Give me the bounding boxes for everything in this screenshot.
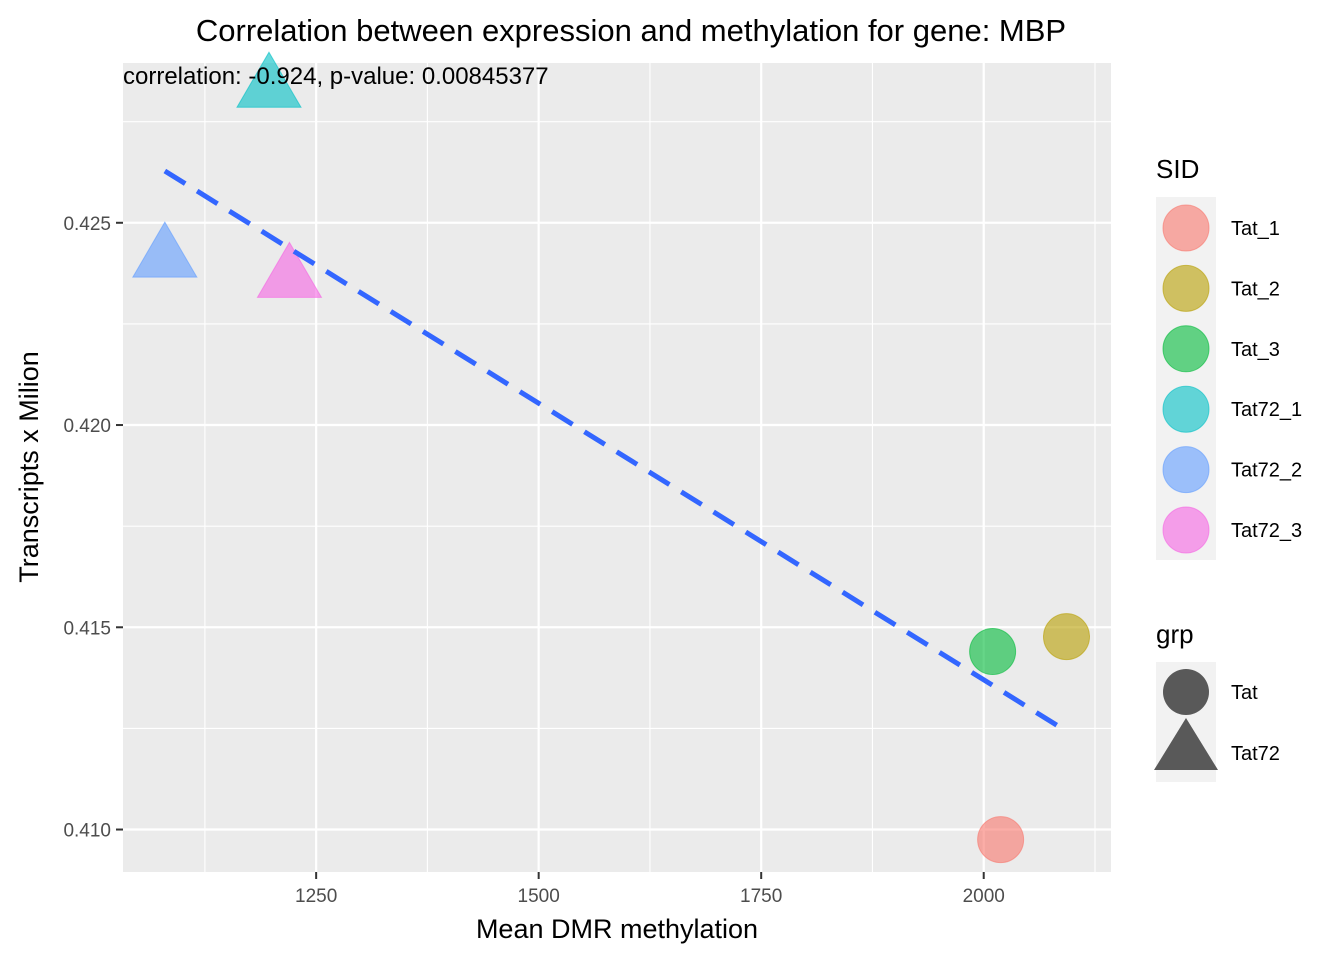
y-tick-label: 0.425 (63, 214, 111, 235)
data-point-tat72-3 (256, 241, 323, 298)
major-gridlines (123, 63, 1111, 872)
data-points (131, 51, 1090, 864)
data-point-tat-1 (977, 816, 1025, 864)
data-point-tat-2 (1042, 613, 1090, 661)
legend-title-sid: SID (1156, 154, 1199, 184)
data-point-tat-3 (969, 628, 1017, 676)
legend-key-tat72-2 (1162, 446, 1210, 494)
legend-key-background (1156, 197, 1216, 560)
x-axis-title: Mean DMR methylation (476, 914, 758, 944)
y-tick-label: 0.420 (63, 416, 111, 437)
legend-key-tat72-1 (1162, 385, 1210, 433)
legend-label-sid: Tat_2 (1231, 278, 1280, 300)
x-tick-label: 1250 (295, 886, 337, 907)
legend-title-grp: grp (1156, 619, 1194, 649)
legend-key-tat-1 (1162, 204, 1210, 252)
legend-key-tat72-3 (1162, 506, 1210, 554)
x-axis-ticks: 1250 1500 1750 2000 (295, 872, 1005, 907)
legend-label-grp: Tat72 (1231, 743, 1280, 765)
legend-label-sid: Tat_3 (1231, 339, 1280, 361)
legend-label-sid: Tat72_2 (1231, 460, 1302, 482)
y-axis-title: Transcripts x Milion (14, 351, 44, 583)
y-axis-ticks: 0.410 0.415 0.420 0.425 (63, 214, 123, 842)
x-tick-label: 1500 (518, 886, 560, 907)
x-tick-label: 2000 (963, 886, 1005, 907)
data-point-tat72-1 (236, 51, 302, 108)
x-tick-label: 1750 (740, 886, 782, 907)
y-tick-label: 0.415 (63, 618, 111, 639)
trend-line (163, 168, 1068, 734)
legend-label-grp: Tat (1231, 682, 1258, 704)
legend-key-tat-3 (1162, 325, 1210, 373)
legend-key-circle (1163, 669, 1209, 715)
chart-title: Correlation between expression and methy… (196, 13, 1066, 48)
legend-key-triangle (1154, 718, 1218, 770)
legend-key-tat-2 (1162, 264, 1210, 312)
legend-label-sid: Tat_1 (1231, 218, 1280, 240)
legend-label-sid: Tat72_3 (1231, 520, 1302, 542)
legends: SID Tat_1 Tat_2 Tat_3 Tat72_1 Tat72_2 Tat72_3g… (1154, 154, 1302, 782)
y-tick-label: 0.410 (63, 821, 111, 842)
data-point-tat72-2 (131, 221, 198, 278)
correlation-annotation: correlation: -0.924, p-value: 0.00845377 (123, 63, 549, 90)
legend-label-sid: Tat72_1 (1231, 399, 1302, 421)
plot-panel (123, 63, 1111, 872)
minor-gridlines (123, 63, 1111, 872)
